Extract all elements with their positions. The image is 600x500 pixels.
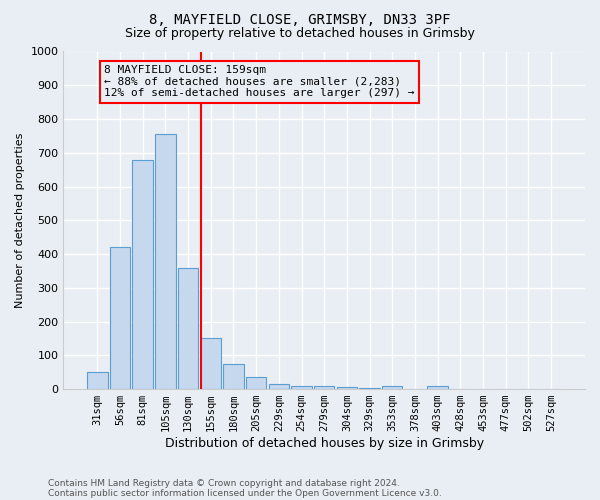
Text: Contains public sector information licensed under the Open Government Licence v3: Contains public sector information licen… (48, 488, 442, 498)
Bar (110, 248, 130, 389)
Bar (87, 372, 107, 389)
Bar (155, 134, 176, 389)
Text: 8 MAYFIELD CLOSE: 159sqm
← 88% of detached houses are smaller (2,283)
12% of sem: 8 MAYFIELD CLOSE: 159sqm ← 88% of detach… (104, 65, 415, 98)
Bar (314, 386, 334, 389)
Bar (223, 364, 244, 389)
Bar (382, 386, 403, 389)
Bar (178, 268, 198, 389)
Bar (292, 386, 312, 389)
Text: Size of property relative to detached houses in Grimsby: Size of property relative to detached ho… (125, 28, 475, 40)
Bar (246, 378, 266, 389)
Bar (133, 160, 153, 389)
Text: Contains HM Land Registry data © Crown copyright and database right 2024.: Contains HM Land Registry data © Crown c… (48, 478, 400, 488)
Bar (427, 386, 448, 389)
Bar (337, 388, 357, 389)
Text: 8, MAYFIELD CLOSE, GRIMSBY, DN33 3PF: 8, MAYFIELD CLOSE, GRIMSBY, DN33 3PF (149, 12, 451, 26)
Bar (359, 388, 380, 389)
X-axis label: Distribution of detached houses by size in Grimsby: Distribution of detached houses by size … (164, 437, 484, 450)
Bar (200, 338, 221, 389)
Bar (269, 384, 289, 389)
Y-axis label: Number of detached properties: Number of detached properties (15, 132, 25, 308)
